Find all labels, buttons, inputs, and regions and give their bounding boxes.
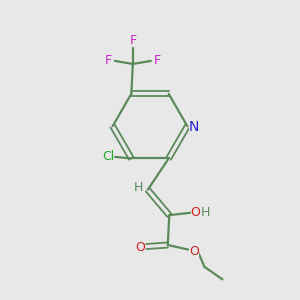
Text: O: O [135, 241, 145, 254]
Text: F: F [105, 54, 112, 68]
Text: F: F [154, 54, 161, 68]
Text: H: H [201, 206, 210, 219]
Text: N: N [189, 120, 199, 134]
Text: H: H [134, 181, 143, 194]
Text: F: F [129, 34, 137, 47]
Text: O: O [190, 206, 200, 219]
Text: Cl: Cl [102, 150, 115, 164]
Text: O: O [189, 244, 199, 257]
